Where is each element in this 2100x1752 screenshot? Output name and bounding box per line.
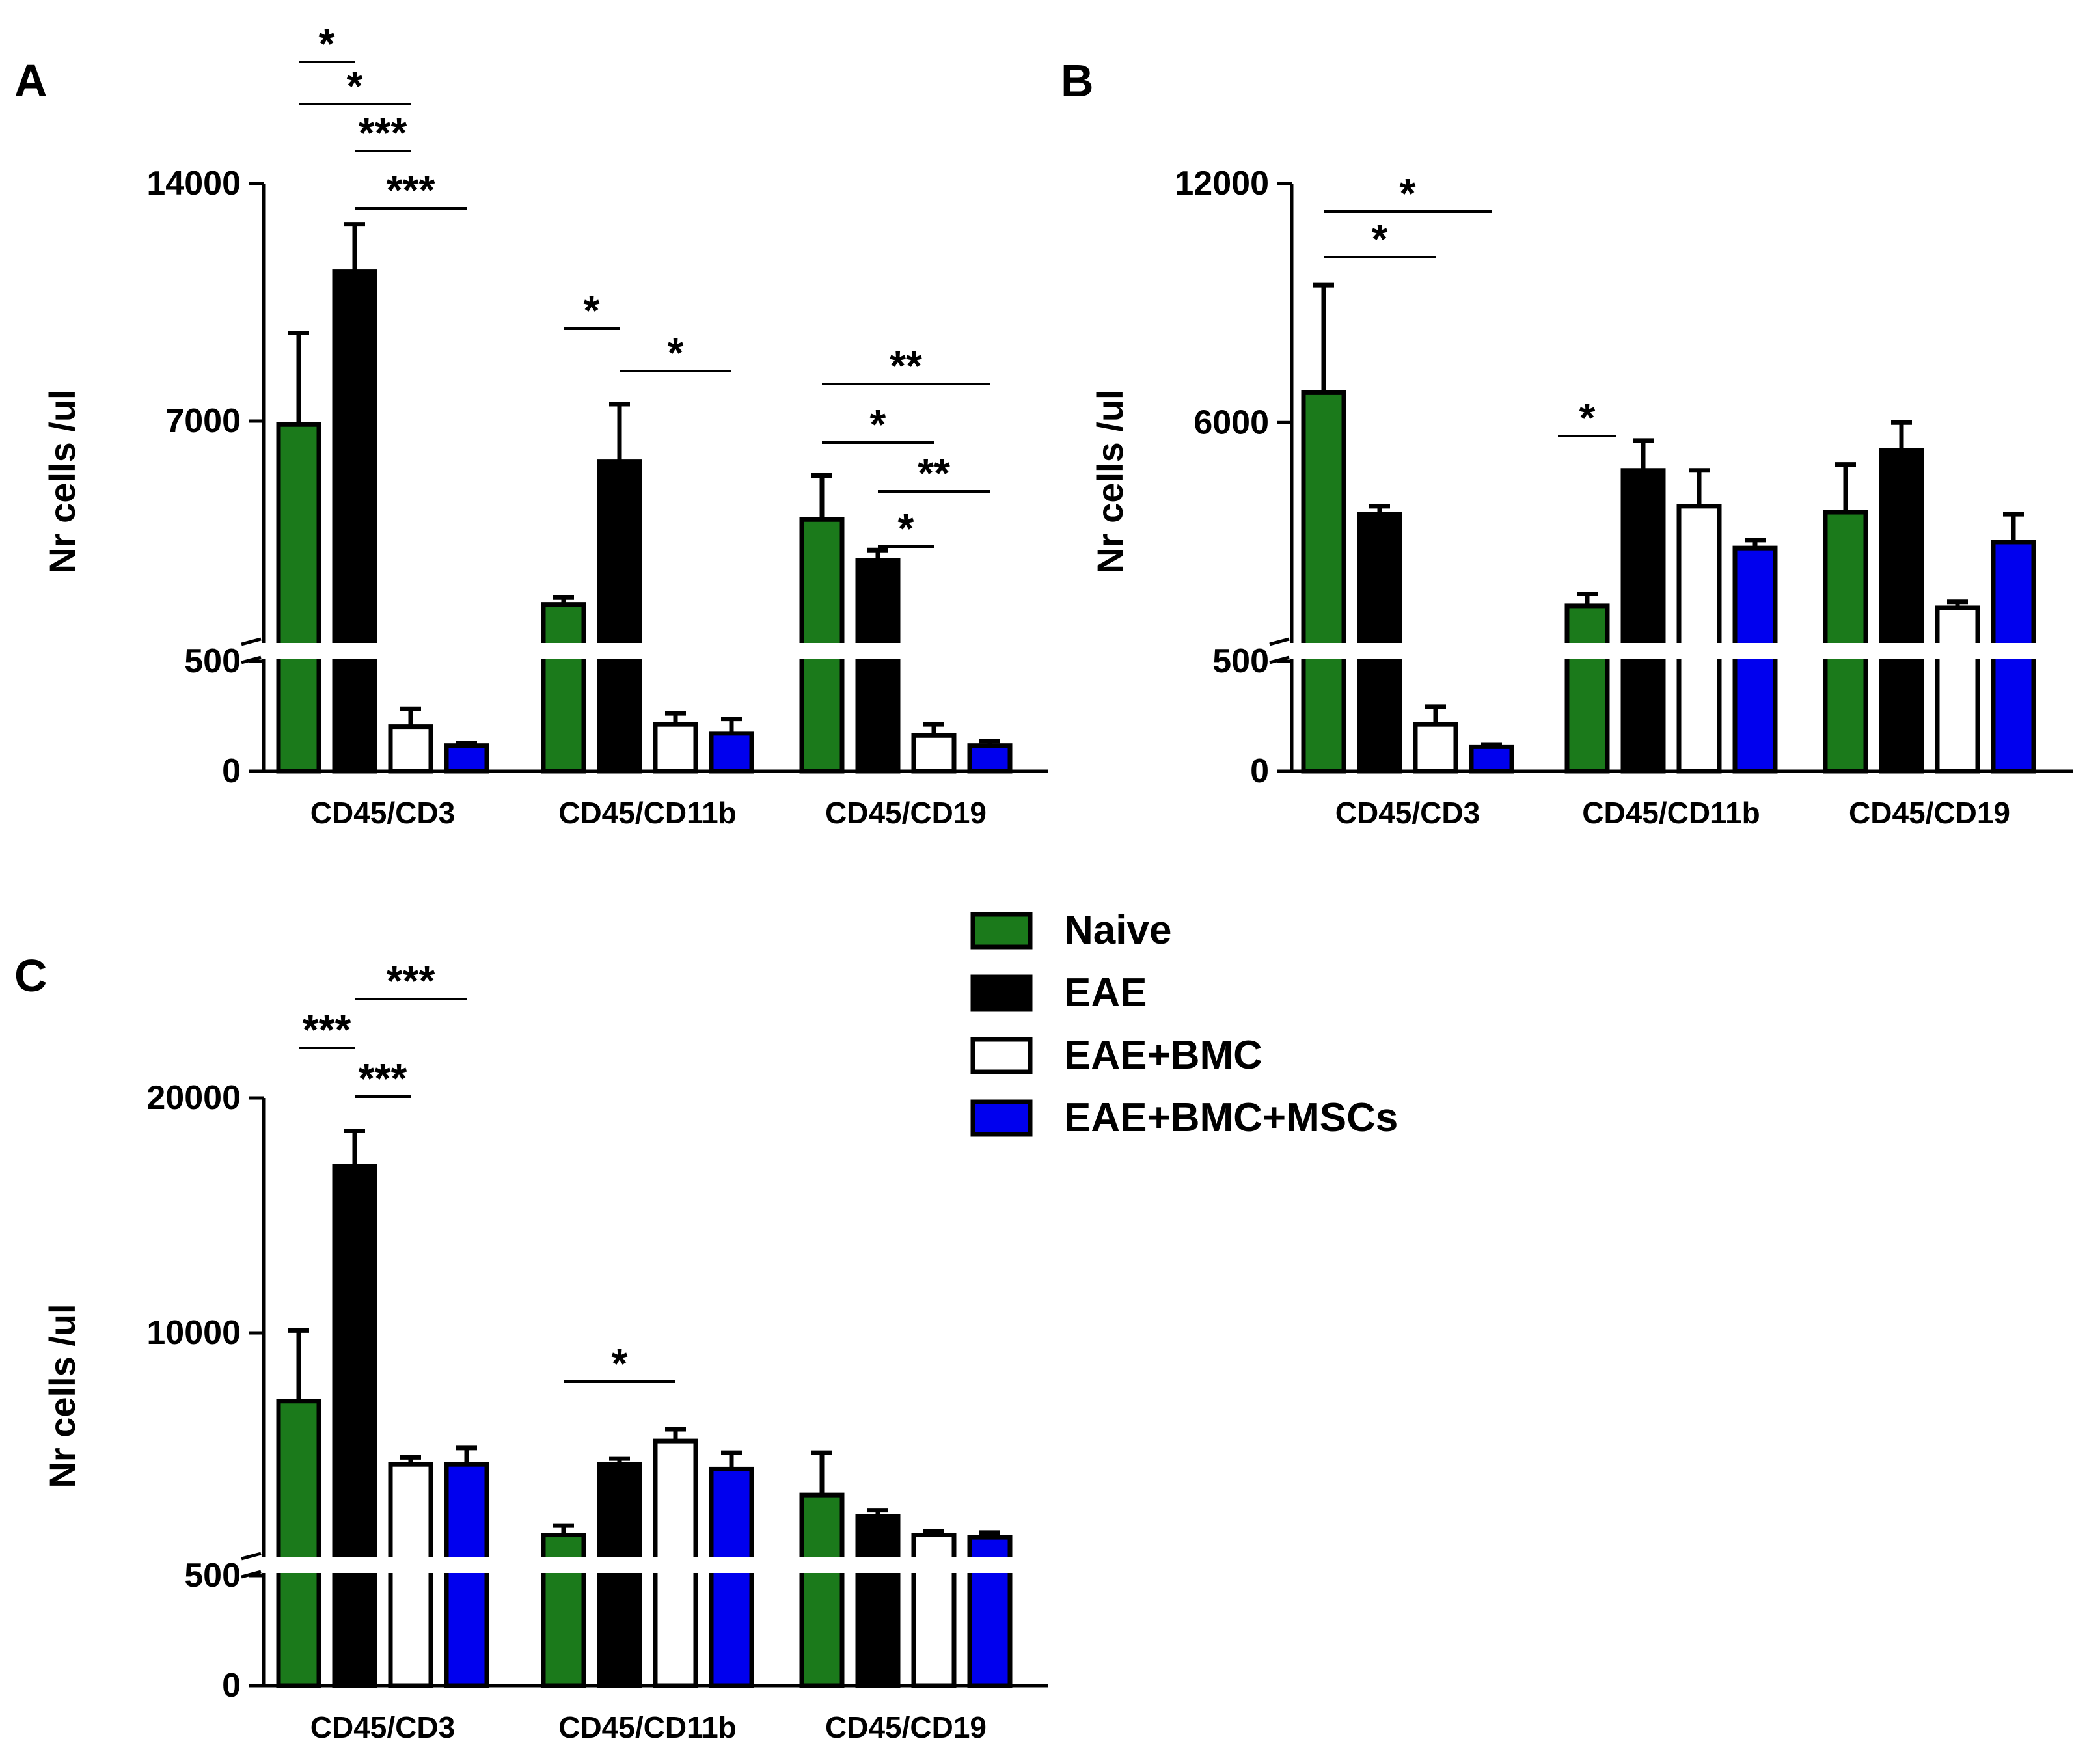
bar-eae — [1879, 448, 1924, 774]
significance-label: * — [668, 329, 684, 376]
bar-eae — [597, 1462, 642, 1688]
category-label: CD45/CD11b — [558, 796, 737, 830]
bar-eae-bmc-mscs — [444, 743, 489, 774]
axis-break-mark — [241, 1552, 262, 1561]
bar-eae-bmc-mscs — [1469, 744, 1514, 774]
bar-eae-bmc — [388, 1462, 433, 1688]
y-tick-label: 14000 — [146, 165, 241, 202]
legend-swatch — [970, 1099, 1033, 1137]
y-tick-label: 0 — [1250, 752, 1269, 790]
significance-label: * — [1579, 394, 1596, 441]
bar-naive — [799, 1492, 845, 1688]
significance-label: *** — [359, 1055, 407, 1102]
bar-eae — [855, 1514, 901, 1688]
significance-label: * — [1372, 215, 1388, 262]
y-tick-label: 500 — [1212, 642, 1269, 680]
axis-break-gap — [244, 643, 1049, 659]
bar-naive — [276, 1399, 321, 1688]
y-tick-label: 12000 — [1175, 165, 1269, 202]
significance-label: *** — [303, 1006, 351, 1053]
significance-label: * — [870, 401, 886, 448]
y-tick-label: 500 — [184, 1557, 241, 1595]
bar-naive — [541, 602, 586, 774]
significance-label: * — [1400, 170, 1416, 217]
bar-eae-bmc — [1413, 722, 1458, 774]
y-tick-label: 10000 — [146, 1314, 241, 1352]
bar-eae-bmc-mscs — [444, 1462, 489, 1688]
legend-swatch — [970, 974, 1033, 1012]
significance-label: * — [319, 20, 335, 67]
significance-label: * — [347, 62, 363, 109]
bar-eae-bmc-mscs — [709, 1466, 754, 1688]
category-label: CD45/CD3 — [310, 1710, 455, 1744]
y-tick-label: 6000 — [1193, 404, 1269, 441]
significance-label: * — [584, 287, 600, 334]
panel-a: A 0 500 7000 14000 Nr cells /ul CD45/CD3 CD45/C… — [14, 20, 1049, 830]
bar-eae — [855, 558, 901, 774]
bar-naive — [1301, 390, 1346, 774]
legend-label: EAE — [1064, 970, 1147, 1015]
axis-break-mark — [1269, 655, 1290, 664]
bar-eae-bmc — [653, 722, 698, 774]
bar-eae — [1357, 512, 1402, 774]
significance-label: *** — [359, 109, 407, 156]
panel-b: B 0 500 6000 12000 Nr cells /ul CD45/CD3 CD45/C… — [1061, 55, 2074, 830]
axis-break-mark — [241, 1570, 262, 1579]
bar-eae — [332, 1164, 377, 1688]
axis-break-gap — [244, 1557, 1049, 1573]
legend-label: Naive — [1064, 908, 1171, 953]
y-tick-label: 0 — [222, 1667, 241, 1704]
bar-eae-bmc — [911, 733, 957, 774]
category-label: CD45/CD19 — [825, 796, 987, 830]
significance-label: ** — [918, 450, 950, 497]
legend-swatch — [970, 1037, 1033, 1074]
panel-label: C — [14, 950, 48, 1001]
y-axis-label: Nr cells /ul — [42, 1304, 83, 1488]
axis-break-mark — [241, 637, 262, 646]
y-tick-label: 500 — [184, 642, 241, 680]
significance-label: ** — [890, 342, 922, 389]
panel-c: C 0 500 10000 20000 Nr cells /ul CD45/CD3 CD45/… — [14, 950, 1049, 1744]
significance-label: *** — [387, 167, 435, 213]
bar-naive — [1564, 603, 1610, 774]
significance-label: *** — [387, 957, 435, 1004]
panel-label: B — [1061, 55, 1094, 106]
bar-eae-bmc — [388, 724, 433, 774]
bar-naive — [1823, 510, 1868, 774]
significance-label: * — [612, 1340, 628, 1387]
y-tick-label: 20000 — [146, 1079, 241, 1117]
bar-eae-bmc-mscs — [1732, 545, 1778, 774]
bar-eae — [332, 269, 377, 774]
axis-break-mark — [1269, 637, 1290, 646]
y-tick-label: 0 — [222, 752, 241, 790]
y-axis-label: Nr cells /ul — [42, 389, 83, 573]
bar-eae — [1620, 468, 1666, 774]
significance-label: * — [898, 505, 914, 552]
panel-label: A — [14, 55, 48, 106]
bar-eae-bmc-mscs — [709, 731, 754, 774]
category-label: CD45/CD19 — [1849, 796, 2010, 830]
bar-eae-bmc — [1676, 504, 1722, 774]
category-label: CD45/CD11b — [1582, 796, 1760, 830]
y-tick-label: 7000 — [165, 402, 241, 440]
axis-break-gap — [1272, 643, 2074, 659]
axis-break-mark — [241, 655, 262, 664]
category-label: CD45/CD3 — [310, 796, 455, 830]
legend-label: EAE+BMC+MSCs — [1064, 1095, 1398, 1140]
category-label: CD45/CD19 — [825, 1710, 987, 1744]
bar-naive — [276, 422, 321, 774]
legend: Naive EAE EAE+BMC EAE+BMC+MSCs — [970, 908, 1398, 1140]
bar-eae — [597, 459, 642, 774]
bar-eae-bmc — [1935, 605, 1980, 774]
bar-eae-bmc-mscs — [967, 743, 1013, 774]
y-axis-label: Nr cells /ul — [1089, 389, 1130, 573]
legend-swatch — [970, 912, 1033, 950]
category-label: CD45/CD11b — [558, 1710, 737, 1744]
category-label: CD45/CD3 — [1335, 796, 1480, 830]
legend-label: EAE+BMC — [1064, 1033, 1262, 1078]
